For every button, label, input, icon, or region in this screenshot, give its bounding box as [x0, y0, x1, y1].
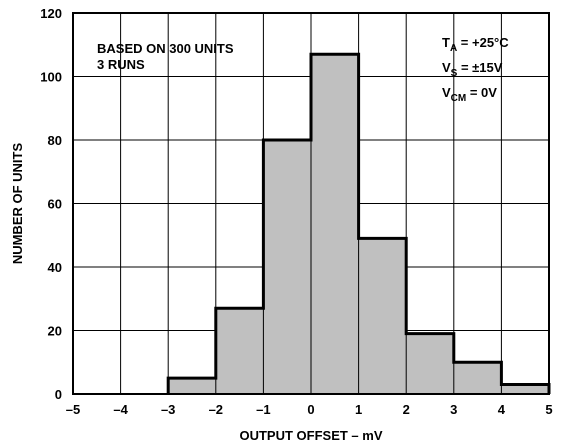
annotation-runs: 3 RUNS	[97, 57, 145, 72]
histogram-bar	[406, 333, 454, 394]
y-tick-label: 100	[40, 70, 62, 85]
x-tick-label: 1	[355, 402, 362, 417]
histogram-bar	[263, 140, 311, 394]
x-tick-label: –2	[209, 402, 223, 417]
x-tick-label: –4	[113, 402, 128, 417]
x-tick-label: 0	[307, 402, 314, 417]
histogram-outline	[166, 52, 551, 394]
x-axis-label: OUTPUT OFFSET – mV	[239, 428, 382, 443]
y-tick-label: 120	[40, 6, 62, 21]
histogram-bar	[311, 54, 359, 395]
y-tick-label: 60	[48, 197, 62, 212]
annotation-vcm: VCM = 0V	[442, 85, 497, 104]
x-tick-label: 5	[545, 402, 552, 417]
x-tick-label: –3	[161, 402, 175, 417]
y-axis-label: NUMBER OF UNITS	[10, 143, 25, 265]
plot-frame	[72, 12, 550, 395]
histogram-bar	[453, 362, 502, 394]
annotation-based-on: BASED ON 300 UNITS	[97, 41, 234, 56]
y-tick-label: 20	[48, 324, 62, 339]
histogram-bar	[168, 378, 216, 394]
tick-labels: –5 –4 –3 –2 –1 0 1 2 3 4 5 0 20 40 60 80 100 120	[40, 6, 552, 417]
x-tick-label: 4	[498, 402, 506, 417]
x-tick-label: –1	[256, 402, 270, 417]
annotation-vs: VS = ±15V	[442, 60, 503, 79]
x-tick-label: –5	[66, 402, 80, 417]
x-tick-label: 2	[403, 402, 410, 417]
histogram-bar	[215, 308, 264, 394]
y-tick-label: 0	[55, 387, 62, 402]
annotation-ta: TA = +25°C	[442, 35, 509, 54]
x-tick-label: 3	[450, 402, 457, 417]
y-tick-label: 80	[48, 133, 62, 148]
bars	[166, 52, 551, 395]
histogram-bar	[358, 238, 407, 394]
histogram-bar	[501, 384, 549, 394]
y-tick-label: 40	[48, 260, 62, 275]
